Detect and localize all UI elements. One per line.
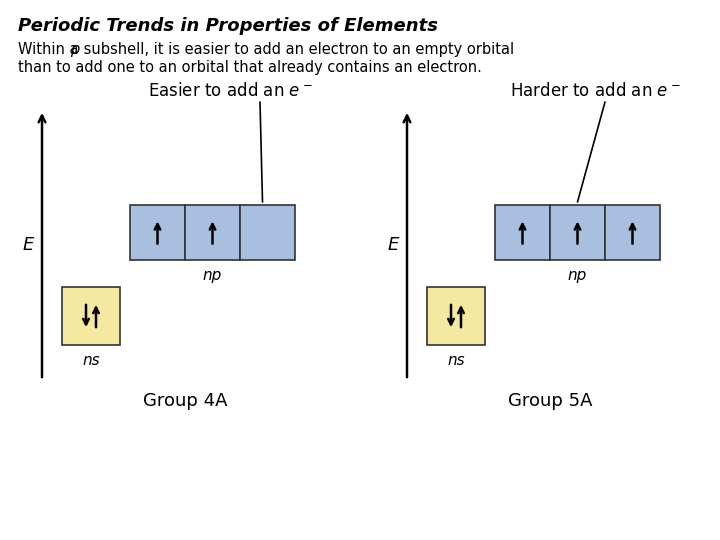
Text: Harder to add an $e^-$: Harder to add an $e^-$ (510, 82, 680, 100)
Bar (62, 287, 120, 345)
Bar (550, 205, 605, 260)
Text: np: np (568, 268, 587, 283)
Text: Group 5A: Group 5A (508, 392, 593, 410)
Text: ns: ns (447, 353, 465, 368)
Text: E: E (22, 236, 34, 254)
Text: E: E (387, 236, 399, 254)
Bar (240, 205, 295, 260)
Bar (605, 205, 660, 260)
Text: Within a: Within a (18, 42, 83, 57)
Text: Easier to add an $e^-$: Easier to add an $e^-$ (148, 82, 312, 100)
Text: subshell, it is easier to add an electron to an empty orbital: subshell, it is easier to add an electro… (79, 42, 514, 57)
Bar (427, 287, 485, 345)
Text: p: p (70, 42, 79, 57)
Bar (495, 205, 550, 260)
Bar (130, 205, 185, 260)
Text: ns: ns (82, 353, 100, 368)
Bar (185, 205, 240, 260)
Text: Periodic Trends in Properties of Elements: Periodic Trends in Properties of Element… (18, 17, 438, 35)
Text: Group 4A: Group 4A (143, 392, 228, 410)
Text: np: np (203, 268, 222, 283)
Text: than to add one to an orbital that already contains an electron.: than to add one to an orbital that alrea… (18, 60, 482, 75)
